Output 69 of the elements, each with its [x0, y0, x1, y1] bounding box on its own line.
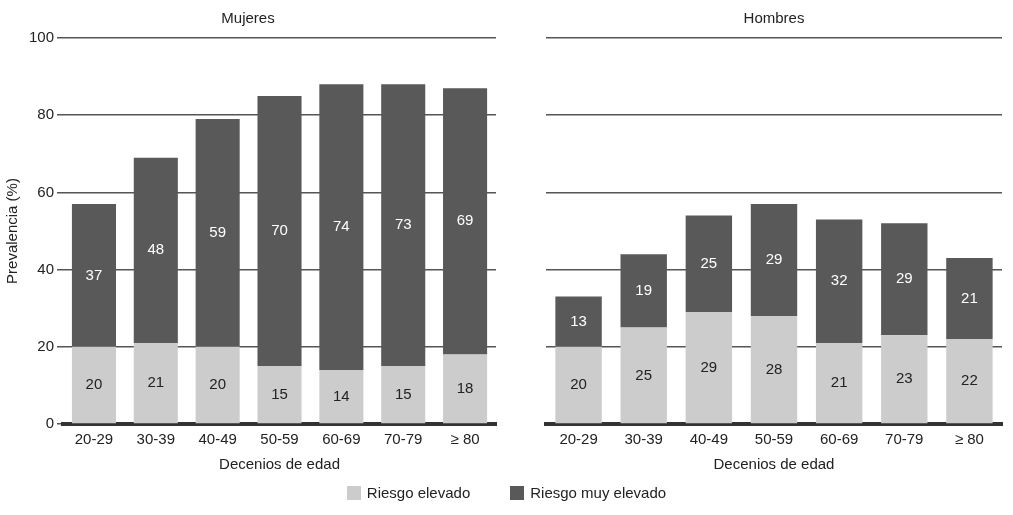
bar: [815, 342, 863, 424]
data-label: 25: [635, 365, 653, 383]
data-label: 21: [961, 288, 978, 306]
y-axis-title: Prevalencia (%): [3, 178, 21, 284]
y-tick-label: 60: [37, 182, 55, 200]
y-tick-label: 80: [37, 105, 55, 123]
y-tick-label: 100: [29, 28, 55, 46]
legend-label: Riesgo muy elevado: [530, 484, 667, 501]
x-tick-label: 70-79: [384, 430, 423, 448]
data-label: 15: [271, 384, 288, 402]
bar: [71, 346, 116, 424]
x-axis-title: Decenios de edad: [219, 455, 340, 473]
x-tick-label: ≥ 80: [450, 430, 480, 448]
data-label: 59: [209, 223, 226, 241]
y-tick-label: 20: [37, 336, 55, 354]
x-tick-label: 30-39: [624, 430, 663, 448]
data-label: 20: [570, 375, 587, 393]
bar: [319, 369, 364, 424]
data-label: 22: [961, 371, 978, 389]
data-label: 19: [635, 280, 653, 298]
bar: [257, 366, 302, 424]
bar: [685, 312, 733, 424]
data-label: 20: [209, 375, 226, 393]
chart-title: Mujeres: [221, 9, 275, 27]
bar: [620, 327, 667, 424]
x-tick-label: ≥ 80: [954, 430, 984, 448]
data-label: 29: [895, 269, 913, 287]
data-label: 21: [147, 373, 165, 391]
chart-title: Hombres: [743, 9, 805, 27]
data-label: 15: [394, 384, 412, 402]
x-tick-label: 60-69: [322, 430, 361, 448]
x-tick-label: 70-79: [885, 430, 924, 448]
data-label: 23: [895, 369, 913, 387]
bar: [750, 315, 798, 424]
bar: [881, 335, 928, 424]
x-tick-label: 60-69: [819, 430, 859, 448]
x-tick-label: 20-29: [74, 430, 114, 448]
data-label: 32: [830, 271, 848, 289]
bar: [555, 346, 602, 424]
bar: [133, 342, 178, 424]
data-label: 29: [700, 357, 718, 375]
data-label: 48: [147, 240, 165, 258]
bar: [443, 354, 488, 424]
bar: [381, 366, 426, 424]
data-label: 25: [700, 253, 718, 271]
legend-label: Riesgo elevado: [366, 484, 471, 501]
data-label: 20: [85, 375, 103, 393]
x-tick-label: 50-59: [754, 430, 794, 448]
data-label: 21: [830, 373, 848, 391]
data-label: 73: [394, 215, 412, 233]
data-label: 70: [271, 221, 288, 239]
x-tick-label: 50-59: [260, 430, 299, 448]
data-label: 69: [456, 211, 474, 229]
bar: [195, 346, 240, 424]
data-label: 28: [765, 359, 783, 377]
bar: [946, 339, 993, 424]
data-label: 74: [333, 217, 350, 235]
data-label: 13: [570, 311, 587, 329]
data-label: 18: [456, 379, 474, 397]
x-tick-label: 40-49: [198, 430, 237, 448]
data-label: 37: [85, 265, 103, 283]
x-axis-title: Decenios de edad: [713, 455, 835, 473]
x-tick-label: 40-49: [689, 430, 729, 448]
x-tick-label: 20-29: [559, 430, 598, 448]
data-label: 29: [765, 250, 783, 268]
y-tick-label: 0: [45, 414, 55, 432]
data-label: 14: [333, 386, 350, 404]
x-tick-label: 30-39: [136, 430, 175, 448]
y-tick-label: 40: [37, 259, 55, 277]
